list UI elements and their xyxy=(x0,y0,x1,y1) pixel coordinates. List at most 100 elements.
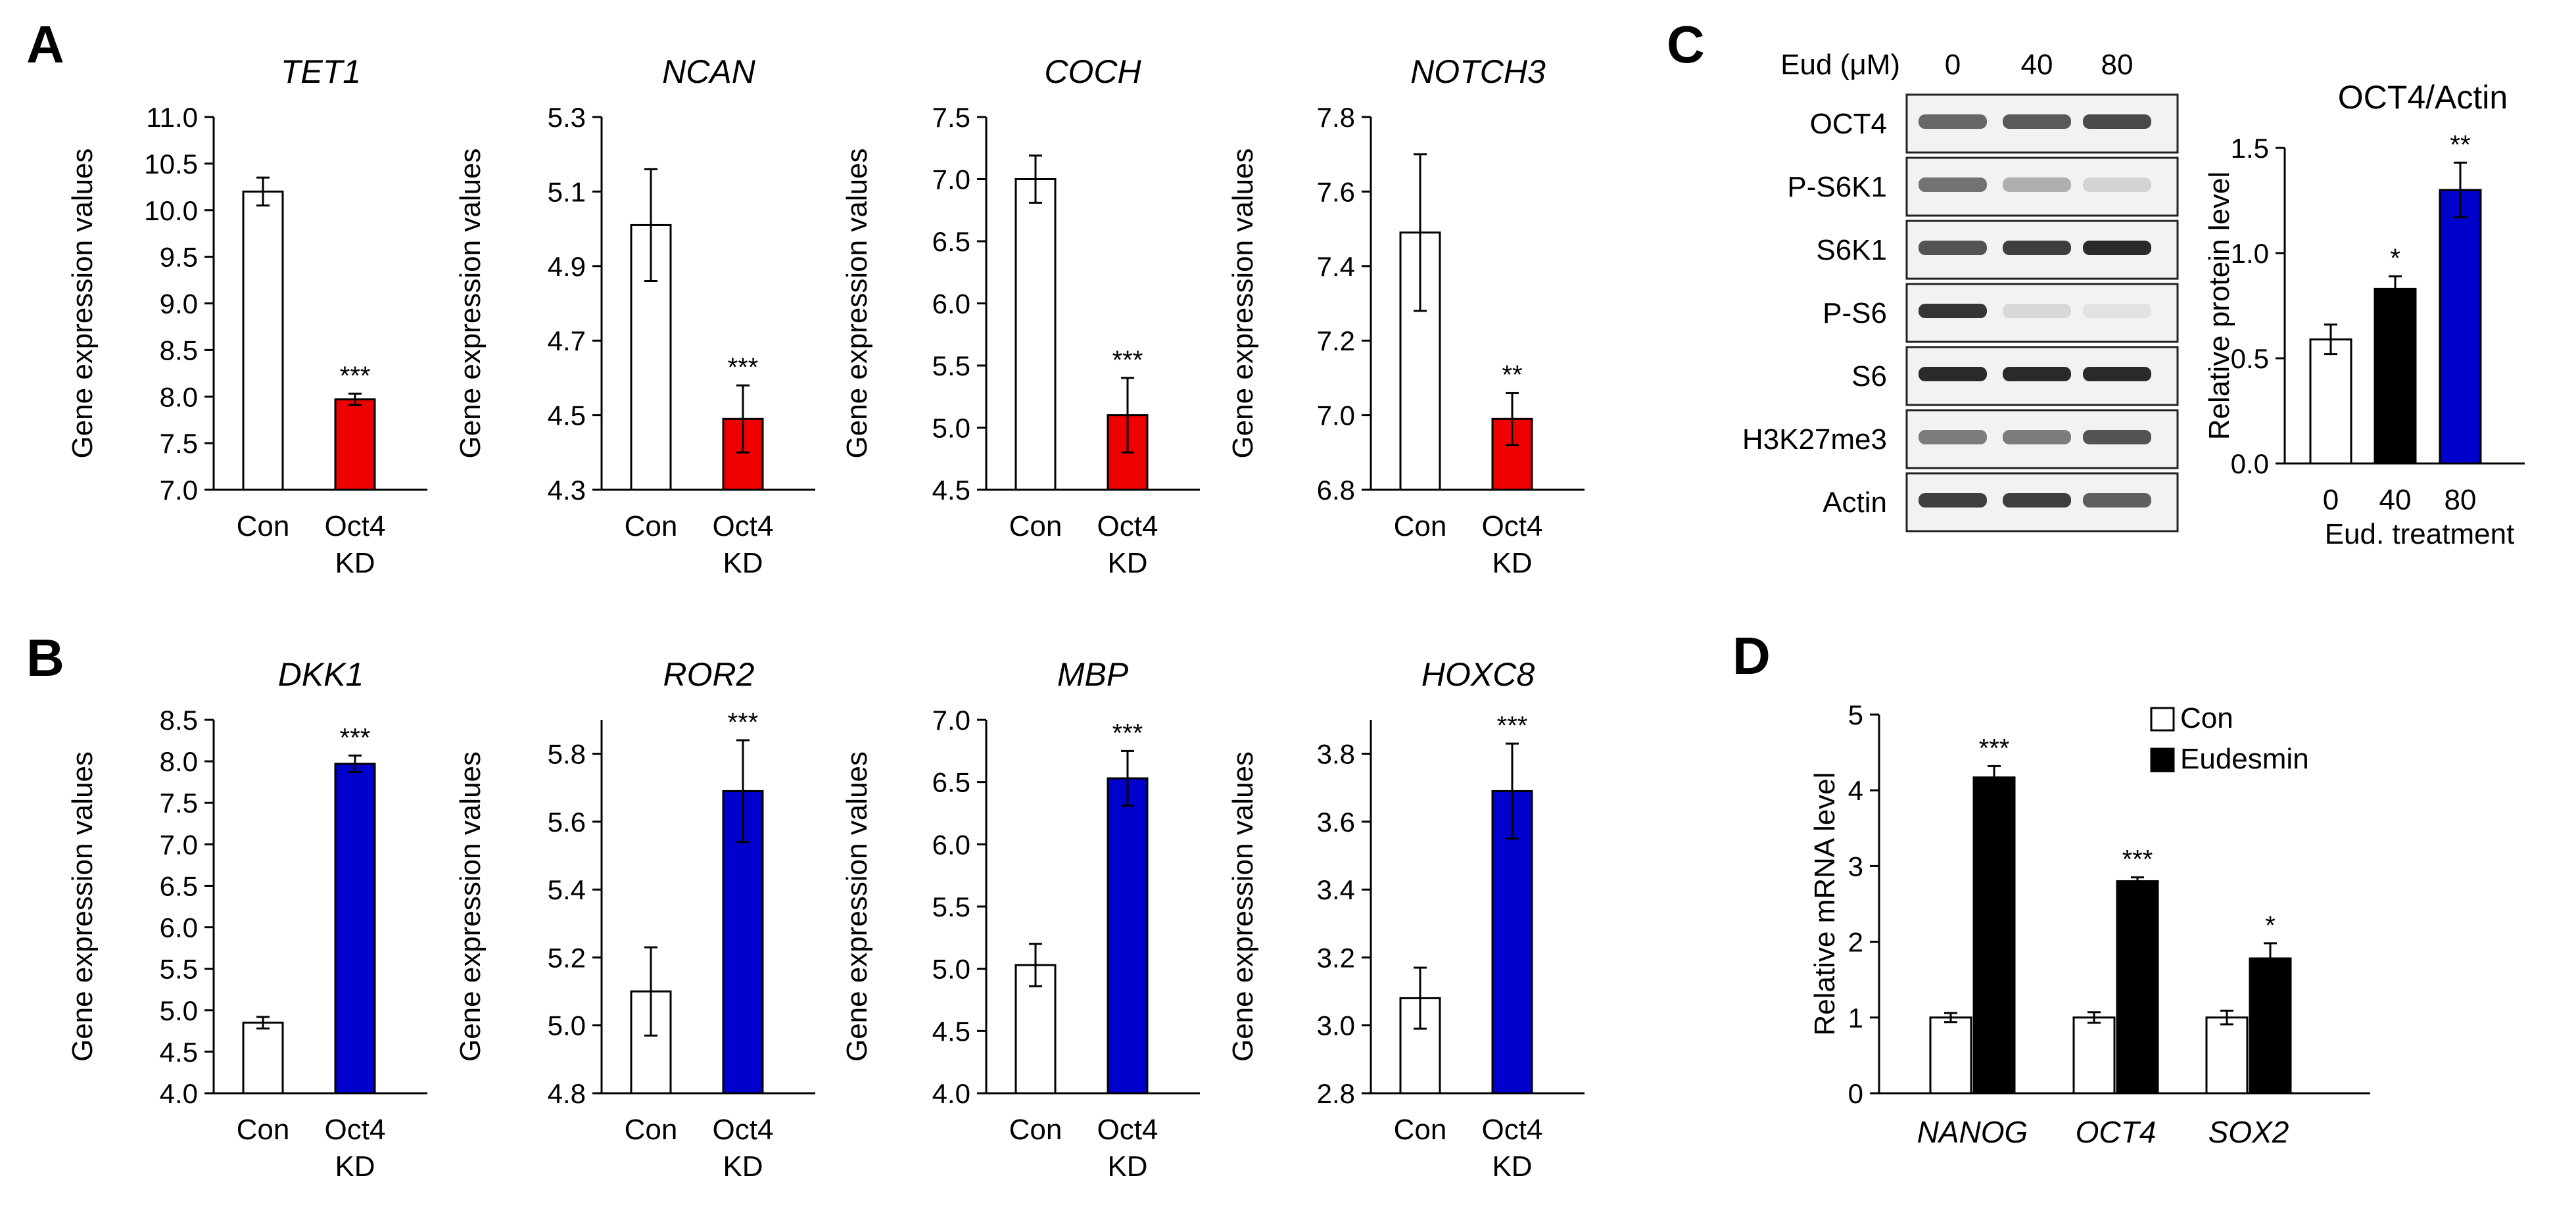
significance-label: *** xyxy=(1979,734,2010,763)
significance-label: * xyxy=(2390,244,2400,273)
y-tick-label: 4.5 xyxy=(932,1016,970,1047)
y-tick-label: 0 xyxy=(1848,1078,1863,1109)
category-label: Con xyxy=(1009,510,1062,542)
y-tick-label: 5.3 xyxy=(548,102,586,133)
chart-a3: COCH 4.5 5.0 5.5 6.0 6.5 7.0 7.5 Gene expression… xyxy=(841,53,1200,579)
y-tick-label: 1.0 xyxy=(2231,238,2269,269)
significance-label: *** xyxy=(728,708,759,737)
chart-b4: HOXC8 2.8 3.0 3.2 3.4 3.6 3.8 Gene expression v… xyxy=(1227,656,1585,1183)
y-tick-label: 4.0 xyxy=(160,1078,198,1109)
y-tick-label: 5.2 xyxy=(548,942,586,973)
blot-row: OCT4 xyxy=(1810,93,2179,154)
bar xyxy=(1929,1016,1972,1095)
bar xyxy=(1491,790,1533,1095)
panel-letter-c: C xyxy=(1667,15,1705,74)
chart-title: ROR2 xyxy=(663,656,755,693)
bar xyxy=(334,398,376,491)
blot-row: P-S6K1 xyxy=(1787,156,2179,217)
category-label: Con xyxy=(625,510,678,542)
category-label: KD xyxy=(723,1150,763,1183)
y-tick-label: 1 xyxy=(1848,1003,1863,1033)
blot-band xyxy=(2083,493,2151,508)
y-tick-label: 8.0 xyxy=(160,381,198,412)
bar xyxy=(1972,776,2016,1095)
y-axis-label: Gene expression values xyxy=(1227,751,1259,1062)
y-tick-label: 4.5 xyxy=(160,1037,198,1068)
y-tick-label: 7.5 xyxy=(932,102,970,133)
bar xyxy=(2116,880,2159,1095)
y-tick-label: 5.0 xyxy=(160,995,198,1026)
category-label: Oct4 xyxy=(713,510,774,542)
y-tick-label: 5.0 xyxy=(548,1010,586,1041)
category-label: Oct4 xyxy=(325,510,386,542)
y-tick-label: 9.0 xyxy=(160,289,198,319)
legend-swatch xyxy=(2150,707,2175,732)
category-label: KD xyxy=(335,1150,375,1183)
y-tick-label: 4 xyxy=(1848,775,1863,806)
blot-row-label: OCT4 xyxy=(1810,108,1887,140)
chart-title: TET1 xyxy=(281,53,361,90)
category-label: Con xyxy=(237,510,290,542)
bar xyxy=(242,190,284,491)
blot-dose-label: 80 xyxy=(2101,49,2134,81)
y-tick-label: 3.0 xyxy=(1317,1010,1355,1041)
blot-row: H3K27me3 xyxy=(1742,409,2179,469)
bar xyxy=(2439,189,2482,465)
chart-title: HOXC8 xyxy=(1421,656,1535,693)
panel-letter-a: A xyxy=(26,15,64,74)
y-tick-label: 5.0 xyxy=(932,954,970,985)
y-tick-label: 5.5 xyxy=(160,954,198,985)
category-label: SOX2 xyxy=(2208,1115,2289,1149)
category-label: KD xyxy=(723,547,763,579)
y-tick-label: 5.1 xyxy=(548,176,586,207)
bar xyxy=(334,763,376,1095)
blot-band xyxy=(1919,241,1987,255)
bar xyxy=(2249,957,2292,1095)
significance-label: *** xyxy=(728,353,759,382)
y-tick-label: 6.0 xyxy=(932,289,970,319)
blot-row: P-S6 xyxy=(1823,283,2179,343)
category-label: NANOG xyxy=(1917,1115,2028,1149)
chart-c: OCT4/Actin 0.0 0.5 1.0 1.5 Relative protein l… xyxy=(2203,79,2525,550)
blot-band xyxy=(2003,493,2071,508)
category-label: Oct4 xyxy=(713,1114,774,1146)
chart-title: MBP xyxy=(1057,656,1129,693)
y-tick-label: 0.5 xyxy=(2231,343,2269,374)
y-tick-label: 5.5 xyxy=(932,891,970,922)
category-label: Con xyxy=(1394,510,1447,542)
bar xyxy=(2205,1016,2249,1095)
y-tick-label: 9.5 xyxy=(160,242,198,273)
legend-swatch xyxy=(2150,747,2175,772)
y-tick-label: 6.5 xyxy=(932,767,970,798)
y-tick-label: 7.0 xyxy=(160,475,198,506)
significance-label: *** xyxy=(340,362,371,390)
y-axis-label: Gene expression values xyxy=(841,148,873,458)
category-label: Oct4 xyxy=(325,1114,386,1146)
bar xyxy=(2373,287,2417,465)
chart-title: DKK1 xyxy=(278,656,364,693)
blot-band xyxy=(2003,177,2071,192)
y-axis-label: Gene expression values xyxy=(454,751,487,1062)
legend-label: Con xyxy=(2180,702,2233,734)
bar xyxy=(2072,1016,2116,1095)
y-tick-label: 8.0 xyxy=(160,746,198,777)
y-tick-label: 3.6 xyxy=(1317,807,1355,838)
category-label: Oct4 xyxy=(1482,510,1543,542)
category-label: Oct4 xyxy=(1482,1114,1543,1146)
legend-label: Eudesmin xyxy=(2180,743,2309,775)
y-tick-label: 7.2 xyxy=(1317,325,1355,356)
bar xyxy=(242,1022,284,1095)
y-tick-label: 4.7 xyxy=(548,325,586,356)
chart-d: 0 1 2 3 4 5 Relative mRNA level *** NANOG *** OCT4… xyxy=(1809,699,2370,1149)
y-axis-label: Gene expression values xyxy=(1227,148,1259,458)
category-label: Con xyxy=(625,1114,678,1146)
y-tick-label: 7.5 xyxy=(160,788,198,818)
panel-letter-d: D xyxy=(1732,626,1771,685)
y-tick-label: 6.8 xyxy=(1317,475,1355,506)
blot-band xyxy=(2003,304,2071,318)
significance-label: ** xyxy=(2450,130,2470,159)
y-tick-label: 8.5 xyxy=(160,335,198,366)
category-label: KD xyxy=(1492,547,1532,579)
